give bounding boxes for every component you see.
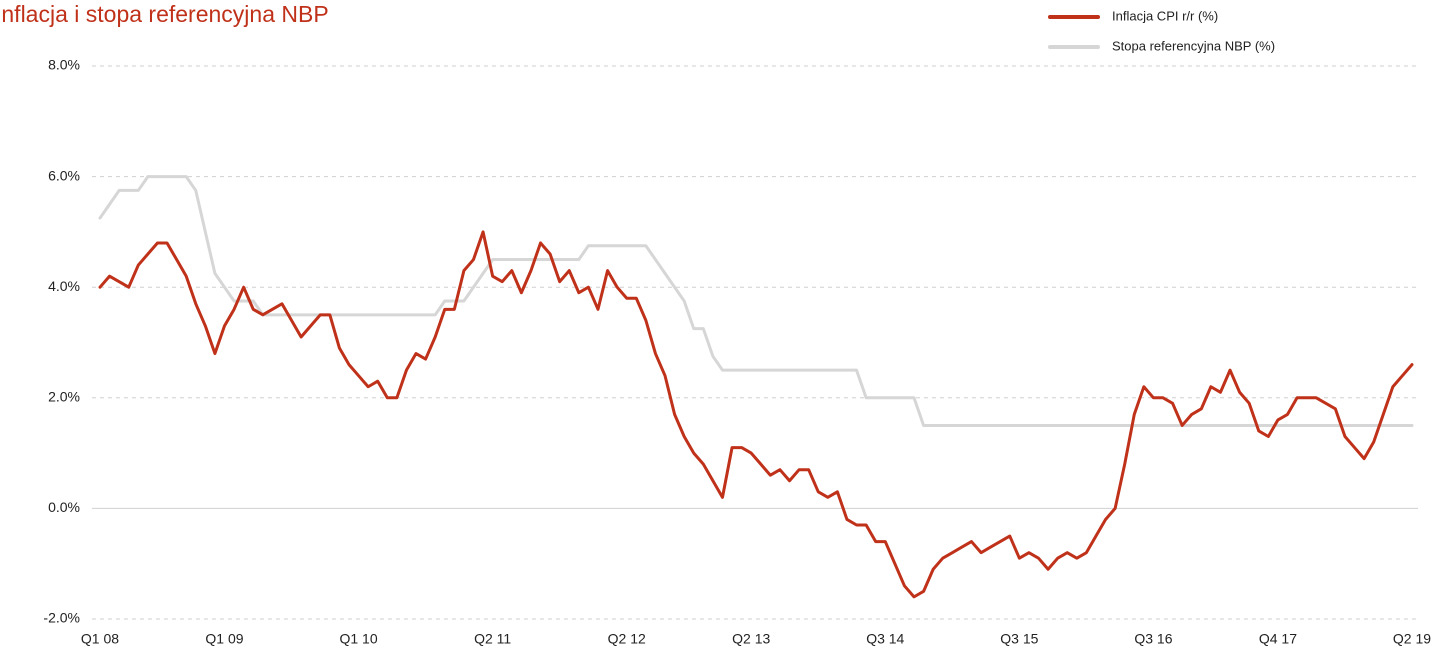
x-tick-label: Q2 12: [608, 631, 646, 647]
x-tick-label: Q2 11: [474, 631, 511, 647]
y-tick-label: -2.0%: [43, 610, 80, 626]
y-tick-label: 4.0%: [48, 278, 80, 294]
x-tick-label: Q1 10: [339, 631, 377, 647]
legend-label: Inflacja CPI r/r (%): [1112, 8, 1218, 23]
x-tick-label: Q1 08: [81, 631, 119, 647]
series-line: [98, 230, 1414, 599]
legend-label: Stopa referencyjna NBP (%): [1112, 38, 1275, 53]
x-tick-label: Q3 14: [866, 631, 904, 647]
x-tick-label: Q4 17: [1259, 631, 1297, 647]
chart-title: Inflacja i stopa referencyjna NBP: [0, 1, 329, 27]
y-tick-label: 6.0%: [48, 167, 80, 183]
y-tick-label: 2.0%: [48, 389, 80, 405]
x-tick-label: Q2 13: [732, 631, 770, 647]
y-tick-label: 8.0%: [48, 57, 80, 73]
x-tick-label: Q2 19: [1393, 631, 1431, 647]
x-tick-label: Q3 16: [1134, 631, 1172, 647]
y-tick-label: 0.0%: [48, 499, 80, 515]
x-tick-label: Q1 09: [205, 631, 243, 647]
x-tick-label: Q3 15: [1000, 631, 1038, 647]
